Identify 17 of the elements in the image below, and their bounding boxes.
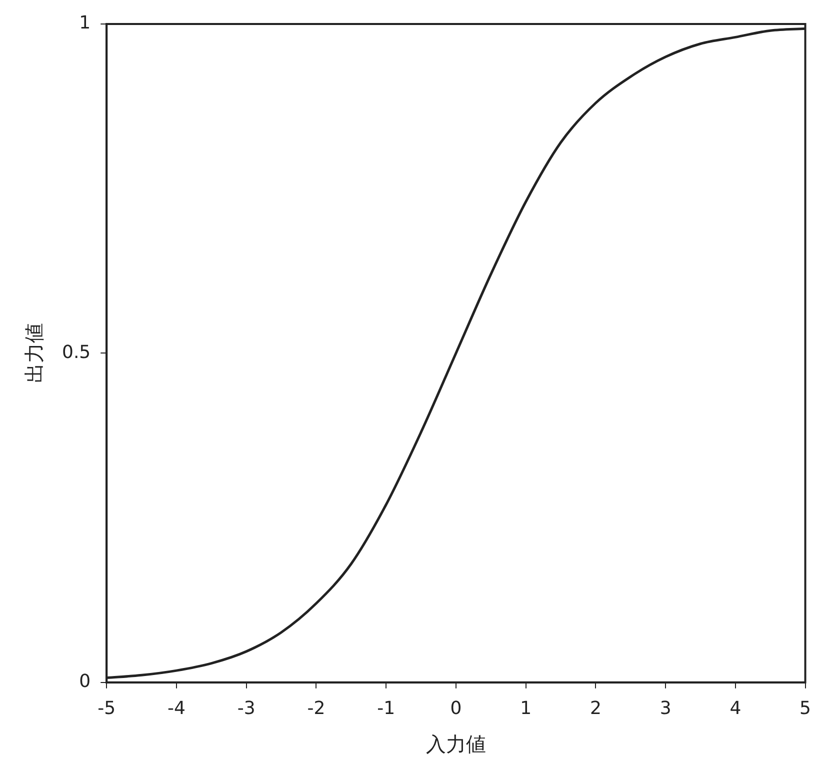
x-tick-label: 3	[660, 698, 672, 719]
line-series	[106, 27, 806, 680]
x-tick-label: 2	[590, 698, 602, 719]
x-tick-label: -2	[307, 698, 326, 719]
y-tick-label: 0.5	[62, 342, 91, 363]
x-tick-label: -5	[98, 698, 116, 719]
x-tick-label: -1	[377, 698, 396, 719]
x-tick-label: 0	[450, 698, 462, 719]
x-tick-label: 4	[730, 698, 742, 719]
y-tick-label: 1	[79, 12, 91, 34]
x-tick-label: -4	[168, 698, 186, 719]
x-tick-label: -3	[237, 698, 256, 719]
x-tick-label: 5	[800, 698, 811, 719]
y-tick-label: 0	[79, 671, 91, 692]
x-axis-title: 入力値	[426, 732, 486, 756]
y-axis-title: 出力値	[22, 323, 46, 384]
x-tick-label: 1	[520, 698, 532, 719]
